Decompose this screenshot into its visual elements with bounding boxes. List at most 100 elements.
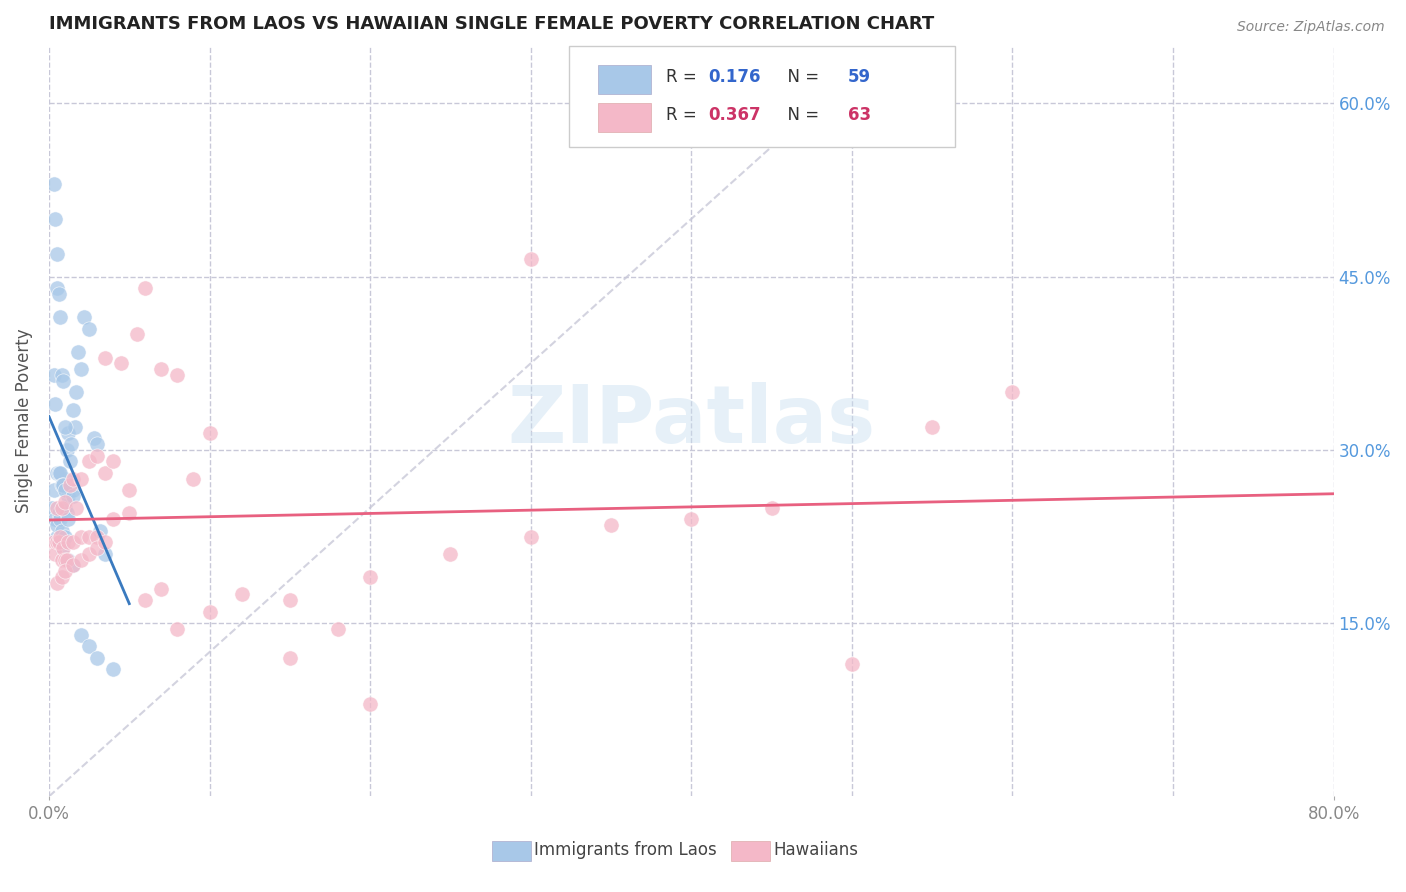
Immigrants from Laos (46, 518, 69, 533)
Immigrants from Laos (44, 512, 66, 526)
Immigrants from Laos (73, 310, 96, 324)
Y-axis label: Single Female Poverty: Single Female Poverty (15, 329, 32, 514)
Immigrants from Laos (83, 431, 105, 445)
Immigrants from Laos (51, 524, 73, 538)
Immigrants from Laos (59, 454, 82, 468)
Hawaiians (150, 362, 173, 376)
Text: ZIPatlas: ZIPatlas (508, 382, 876, 460)
Hawaiians (118, 483, 141, 498)
Hawaiians (62, 535, 84, 549)
Immigrants from Laos (44, 397, 66, 411)
Immigrants from Laos (62, 402, 84, 417)
Immigrants from Laos (94, 547, 117, 561)
Hawaiians (46, 535, 69, 549)
Immigrants from Laos (51, 368, 73, 382)
Hawaiians (77, 530, 100, 544)
Immigrants from Laos (52, 477, 75, 491)
Text: IMMIGRANTS FROM LAOS VS HAWAIIAN SINGLE FEMALE POVERTY CORRELATION CHART: IMMIGRANTS FROM LAOS VS HAWAIIAN SINGLE … (49, 15, 934, 33)
Hawaiians (53, 495, 76, 509)
Hawaiians (519, 530, 541, 544)
Hawaiians (166, 368, 188, 382)
Text: 59: 59 (848, 69, 872, 87)
Immigrants from Laos (48, 466, 70, 480)
Text: Hawaiians: Hawaiians (773, 841, 858, 859)
Immigrants from Laos (53, 530, 76, 544)
Hawaiians (48, 535, 70, 549)
Immigrants from Laos (41, 500, 63, 515)
Immigrants from Laos (49, 466, 72, 480)
Immigrants from Laos (62, 483, 84, 498)
FancyBboxPatch shape (598, 103, 651, 132)
Hawaiians (42, 535, 65, 549)
Text: Immigrants from Laos: Immigrants from Laos (534, 841, 717, 859)
Immigrants from Laos (58, 425, 80, 440)
Text: Source: ZipAtlas.com: Source: ZipAtlas.com (1237, 20, 1385, 34)
Hawaiians (86, 541, 108, 555)
Immigrants from Laos (46, 281, 69, 295)
Immigrants from Laos (48, 287, 70, 301)
Hawaiians (94, 466, 117, 480)
Hawaiians (183, 472, 205, 486)
Hawaiians (600, 518, 623, 533)
Immigrants from Laos (63, 420, 86, 434)
Hawaiians (59, 477, 82, 491)
Immigrants from Laos (62, 489, 84, 503)
Text: R =: R = (665, 69, 702, 87)
Hawaiians (921, 420, 943, 434)
Immigrants from Laos (66, 344, 89, 359)
Text: N =: N = (778, 69, 825, 87)
Hawaiians (103, 454, 125, 468)
Hawaiians (46, 500, 69, 515)
Hawaiians (359, 570, 381, 584)
FancyBboxPatch shape (569, 45, 955, 147)
Text: N =: N = (778, 106, 825, 124)
Immigrants from Laos (51, 541, 73, 555)
Hawaiians (58, 535, 80, 549)
Hawaiians (62, 558, 84, 573)
Hawaiians (198, 605, 221, 619)
Immigrants from Laos (49, 310, 72, 324)
Hawaiians (53, 552, 76, 566)
Hawaiians (70, 530, 93, 544)
Hawaiians (86, 449, 108, 463)
Hawaiians (439, 547, 461, 561)
Hawaiians (86, 530, 108, 544)
Hawaiians (55, 552, 77, 566)
Immigrants from Laos (53, 420, 76, 434)
Immigrants from Laos (46, 466, 69, 480)
Immigrants from Laos (62, 558, 84, 573)
Hawaiians (52, 541, 75, 555)
Hawaiians (103, 512, 125, 526)
Hawaiians (198, 425, 221, 440)
Hawaiians (359, 697, 381, 711)
Hawaiians (46, 575, 69, 590)
Immigrants from Laos (77, 321, 100, 335)
Immigrants from Laos (60, 437, 83, 451)
Immigrants from Laos (77, 640, 100, 654)
Hawaiians (127, 327, 149, 342)
Hawaiians (118, 507, 141, 521)
Immigrants from Laos (49, 512, 72, 526)
Immigrants from Laos (58, 489, 80, 503)
Immigrants from Laos (55, 507, 77, 521)
Immigrants from Laos (42, 178, 65, 192)
Hawaiians (65, 500, 87, 515)
Immigrants from Laos (53, 500, 76, 515)
Immigrants from Laos (86, 437, 108, 451)
Hawaiians (134, 593, 156, 607)
Hawaiians (77, 547, 100, 561)
Hawaiians (110, 356, 132, 370)
Hawaiians (51, 552, 73, 566)
Immigrants from Laos (86, 650, 108, 665)
Hawaiians (326, 622, 349, 636)
Immigrants from Laos (58, 512, 80, 526)
Hawaiians (49, 530, 72, 544)
Hawaiians (278, 593, 301, 607)
Immigrants from Laos (48, 507, 70, 521)
Immigrants from Laos (49, 535, 72, 549)
Hawaiians (231, 587, 253, 601)
Immigrants from Laos (48, 535, 70, 549)
Hawaiians (841, 657, 863, 671)
Immigrants from Laos (42, 368, 65, 382)
Hawaiians (761, 500, 783, 515)
